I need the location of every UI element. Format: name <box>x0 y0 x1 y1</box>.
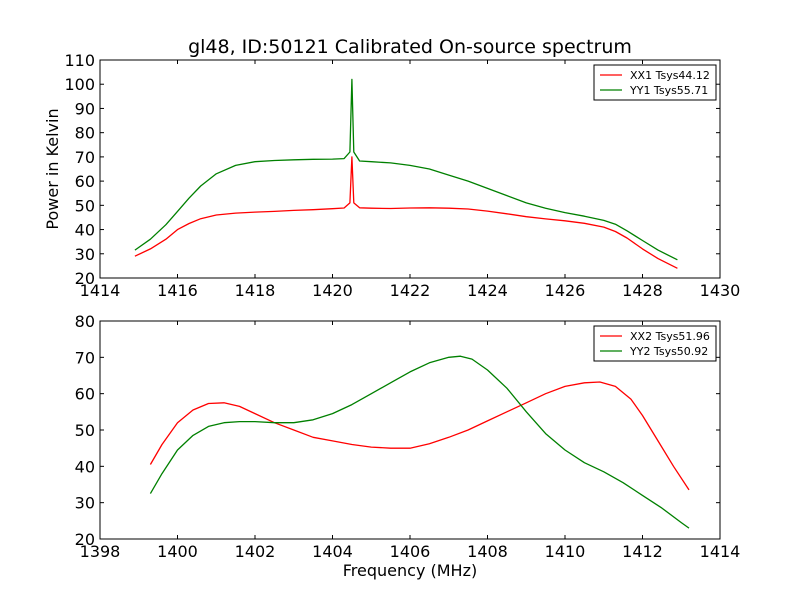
x-tick-label: 1414 <box>80 281 121 300</box>
y-tick-label: 110 <box>64 51 95 70</box>
y-tick-label: 20 <box>75 269 95 288</box>
y-tick-label: 60 <box>75 385 95 404</box>
legend-box <box>593 64 717 101</box>
x-tick-label: 1430 <box>700 281 741 300</box>
x-tick-label: 1422 <box>390 281 431 300</box>
legend-label: YY2 Tsys50.92 <box>629 345 708 358</box>
y-tick-label: 70 <box>75 148 95 167</box>
chart-title: gl48, ID:50121 Calibrated On-source spec… <box>188 36 632 58</box>
x-tick-label: 1400 <box>157 542 198 561</box>
legend: XX2 Tsys51.96 YY2 Tsys50.92 <box>593 325 717 362</box>
legend: XX1 Tsys44.12 YY1 Tsys55.71 <box>593 64 717 101</box>
series-line-green <box>134 78 678 261</box>
bottom-plot: 1398 1400 1402 1404 1406 1408 1410 1412 1414 20 30… <box>75 312 741 580</box>
y-tick-label: 30 <box>75 494 95 513</box>
y-tick-label: 50 <box>75 196 95 215</box>
y-tick-label: 40 <box>75 221 95 240</box>
series-line-red <box>134 156 678 269</box>
x-tick-label: 1416 <box>157 281 198 300</box>
legend-label: XX1 Tsys44.12 <box>630 69 710 82</box>
x-tick-label: 1406 <box>390 542 431 561</box>
top-plot: 1414 1416 1418 1420 1422 1424 1426 1428 1430 20 30… <box>43 51 740 300</box>
y-tick-label: 100 <box>64 75 95 94</box>
y-tick-label: 70 <box>75 348 95 367</box>
legend-label: XX2 Tsys51.96 <box>630 330 710 343</box>
x-tick-label: 1404 <box>312 542 353 561</box>
series-line-green <box>149 355 690 529</box>
legend-label: YY1 Tsys55.71 <box>629 84 708 97</box>
y-tick-label: 30 <box>75 245 95 264</box>
x-axis-label: Frequency (MHz) <box>343 561 477 580</box>
series-line-red <box>149 381 690 491</box>
y-tick-label: 80 <box>75 312 95 331</box>
x-tick-label: 1398 <box>80 542 121 561</box>
y-tick-label: 40 <box>75 457 95 476</box>
y-tick-label: 50 <box>75 421 95 440</box>
x-tick-label: 1412 <box>622 542 663 561</box>
x-tick-label: 1408 <box>467 542 508 561</box>
y-tick-label: 20 <box>75 530 95 549</box>
y-tick-label: 60 <box>75 172 95 191</box>
x-tick-label: 1410 <box>545 542 586 561</box>
y-axis-label: Power in Kelvin <box>43 108 62 229</box>
legend-box <box>593 325 717 362</box>
x-tick-label: 1420 <box>312 281 353 300</box>
x-tick-label: 1424 <box>467 281 508 300</box>
y-tick-label: 80 <box>75 124 95 143</box>
y-tick-label: 90 <box>75 99 95 118</box>
x-tick-label: 1418 <box>235 281 276 300</box>
x-tick-label: 1426 <box>545 281 586 300</box>
x-tick-label: 1428 <box>622 281 663 300</box>
x-tick-label: 1414 <box>700 542 741 561</box>
x-tick-label: 1402 <box>235 542 276 561</box>
